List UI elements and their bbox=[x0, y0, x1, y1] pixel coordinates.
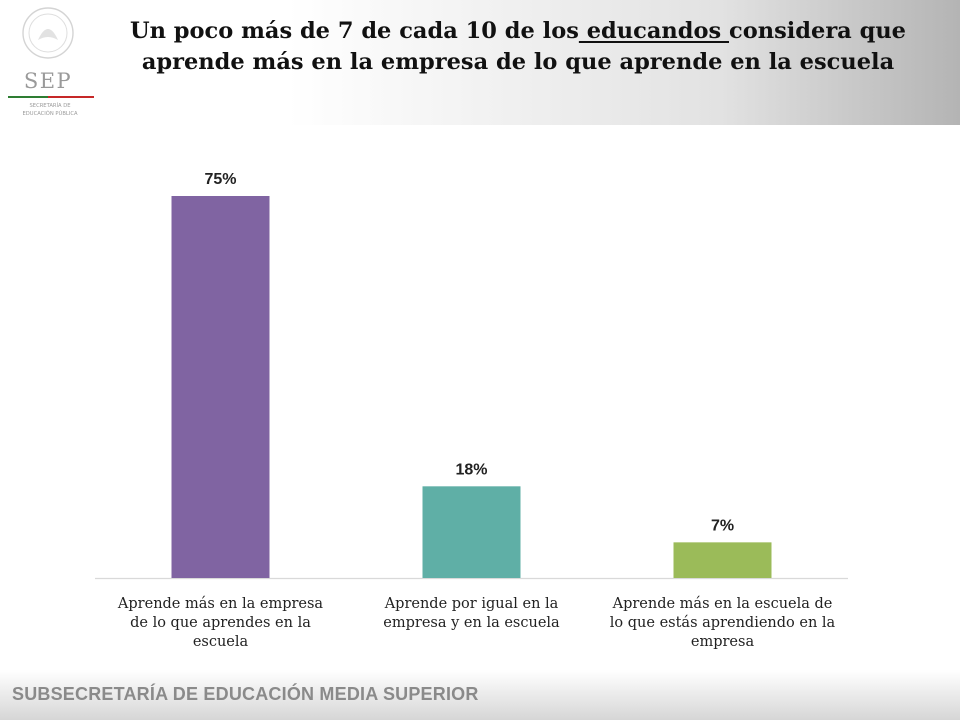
title-underlined-word: educandos bbox=[578, 18, 729, 44]
bar-1 bbox=[171, 196, 270, 578]
title-part-2: considera que aprende más en la empresa … bbox=[141, 18, 907, 75]
data-label-3: 7% bbox=[711, 517, 734, 534]
bar-chart: 75% Aprende más en la empresa de lo que ap… bbox=[95, 171, 848, 650]
eagle-emblem bbox=[38, 29, 58, 40]
sep-logo: SEP SECRETARÍA DE EDUCACIÓN PÚBLICA bbox=[8, 7, 94, 117]
data-label-2: 18% bbox=[455, 461, 487, 478]
bar-3 bbox=[673, 542, 772, 578]
header-banner: SEP SECRETARÍA DE EDUCACIÓN PÚBLICA Un p… bbox=[0, 0, 960, 125]
category-label-2: Aprende por igual en la empresa y en la e… bbox=[383, 596, 560, 631]
logo-subtitle-line1: SECRETARÍA DE bbox=[30, 102, 71, 109]
sep-logo-text: SEP bbox=[24, 69, 72, 93]
slide-title: Un poco más de 7 de cada 10 de los educa… bbox=[118, 16, 918, 78]
seal-outer-ring bbox=[22, 7, 74, 59]
seal-inner-ring bbox=[28, 13, 68, 53]
bar-2 bbox=[422, 486, 521, 578]
logo-subtitle-line2: EDUCACIÓN PÚBLICA bbox=[23, 110, 78, 117]
category-label-3: Aprende más en la escuela de lo que estás… bbox=[610, 596, 836, 650]
logo-accent-red bbox=[48, 96, 94, 98]
title-part-1: Un poco más de 7 de cada 10 de los bbox=[129, 18, 579, 44]
footer-banner: SUBSECRETARÍA DE EDUCACIÓN MEDIA SUPERIO… bbox=[0, 670, 960, 720]
category-label-1: Aprende más en la empresa de lo que apren… bbox=[117, 596, 324, 650]
data-label-1: 75% bbox=[204, 171, 236, 188]
footer-text: SUBSECRETARÍA DE EDUCACIÓN MEDIA SUPERIO… bbox=[12, 684, 479, 704]
logo-accent-green bbox=[8, 96, 48, 98]
